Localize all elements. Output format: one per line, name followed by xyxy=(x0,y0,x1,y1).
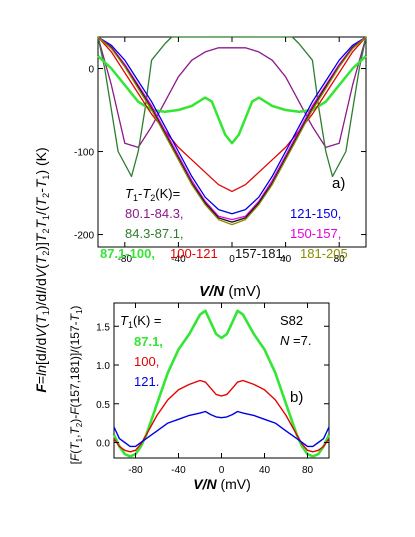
b-xtick-label: -40 xyxy=(171,465,186,476)
b-xtick-label: 80 xyxy=(302,465,314,476)
b-ytick-label: 1.5 xyxy=(96,322,110,333)
b-xtick-label: 40 xyxy=(259,465,271,476)
a-series-line-4 xyxy=(97,36,367,193)
b-series-line-2 xyxy=(113,379,330,453)
b-xtick-label: -80 xyxy=(128,465,143,476)
a-ytick-label: -100 xyxy=(74,148,94,159)
b-ytick-label: 0.0 xyxy=(96,439,110,450)
annotation-s82: S82 xyxy=(280,313,303,328)
b-xtick-label: 0 xyxy=(219,465,225,476)
panel-a: -80 -40 0 40 80 0 -100 -200 T1-T2(K)= 80.1-84.3… xyxy=(74,36,367,265)
legend-b-3: 121. xyxy=(134,374,159,389)
a-xtick-label: 0 xyxy=(229,254,235,265)
a-series-line-8 xyxy=(97,36,367,226)
xlabel-a: V/N (mV) xyxy=(199,283,261,300)
a-ytick-label: -200 xyxy=(74,231,94,242)
legend-b-1: 87.1, xyxy=(134,334,163,349)
a-xtick-label: 40 xyxy=(280,254,292,265)
ylabel-a: F=ln[dI/dV(T1)/dI/dV(T2)]T2T1/(T2-T1) (K… xyxy=(33,147,51,392)
legend-a-2: 84.3-87.1, xyxy=(125,226,184,241)
a-series-line-6 xyxy=(97,36,367,221)
legend-a-3: 87.1-100, xyxy=(100,246,155,261)
legend-title-a: T1-T2(K)= xyxy=(125,186,180,203)
legend-a-8: 181-205 xyxy=(300,246,348,261)
a-xtick-label: -80 xyxy=(118,254,133,265)
legend-a-4: 100-121 xyxy=(170,246,218,261)
a-xtick-label: 80 xyxy=(334,254,346,265)
a-series-line-5 xyxy=(97,36,367,215)
legend-a-7: 157-181, xyxy=(235,246,286,261)
legend-a-5: 121-150, xyxy=(290,206,341,221)
legend-a-1: 80.1-84.3, xyxy=(125,206,184,221)
panel-b: -80 -40 0 40 80 0.0 0.5 1.0 1.5 T1(K) = 87.1, 10… xyxy=(96,302,331,476)
a-series-line-3 xyxy=(97,55,367,145)
b-series-line-3 xyxy=(113,410,330,448)
b-ytick-label: 1.0 xyxy=(96,361,110,372)
a-ytick-label: 0 xyxy=(88,65,94,76)
a-series-line-7 xyxy=(97,36,367,223)
xlabel-b: V/N (mV) xyxy=(193,476,251,492)
a-series-line-1 xyxy=(97,36,367,149)
b-ytick-label: 0.5 xyxy=(96,400,110,411)
legend-a-6: 150-157, xyxy=(290,226,341,241)
panel-a-label: a) xyxy=(332,175,345,192)
b-series-line-1 xyxy=(112,309,331,458)
legend-title-tail: (K)= xyxy=(155,186,180,201)
legend-title-b: T1(K) = xyxy=(120,313,162,330)
a-series-line-2 xyxy=(97,36,367,178)
annotation-n: N =7. xyxy=(280,333,311,348)
panel-b-label: b) xyxy=(290,389,303,406)
a-xtick-label: -40 xyxy=(171,254,186,265)
legend-b-2: 100, xyxy=(134,354,159,369)
ylabel-b: [F(T1,T2)-F(157,181)]/(157-T1) xyxy=(68,306,84,465)
